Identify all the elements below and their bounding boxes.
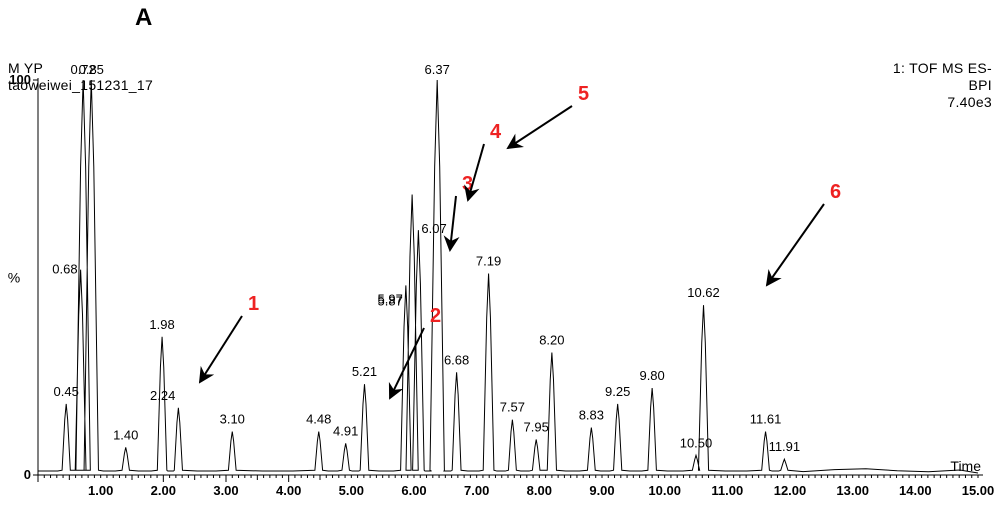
x-tick-label: 13.00 bbox=[836, 483, 869, 498]
peak-label: 1.98 bbox=[149, 317, 174, 332]
x-tick-label: 3.00 bbox=[213, 483, 238, 498]
annotation-number: 3 bbox=[462, 173, 473, 195]
annotation-number: 1 bbox=[248, 293, 259, 315]
peak-label: 1.40 bbox=[113, 427, 138, 442]
peak-label: 7.57 bbox=[500, 400, 525, 415]
peak-label: 5.97 bbox=[378, 291, 403, 306]
peak-label: 5.21 bbox=[352, 364, 377, 379]
annotation-arrow bbox=[508, 106, 572, 148]
peak-label: 9.80 bbox=[639, 368, 664, 383]
annotation-arrow bbox=[468, 144, 484, 200]
peak-label: 7.19 bbox=[476, 254, 501, 269]
chart-svg: 1.00 2.00 3.00 4.00 5.00 6.00 7.00 8.00 9.00 10.0… bbox=[0, 0, 1000, 520]
annotation-arrow bbox=[450, 196, 456, 250]
chromatogram-chart: A M YP taoweiwei_151231_17 1: TOF MS ES-… bbox=[0, 0, 1000, 520]
annotation-number: 2 bbox=[430, 305, 441, 327]
x-tick-label: 9.00 bbox=[589, 483, 614, 498]
x-tick-label: 12.00 bbox=[774, 483, 807, 498]
x-tick-label: 2.00 bbox=[151, 483, 176, 498]
peak-label: 10.50 bbox=[680, 435, 713, 450]
x-tick-label: 8.00 bbox=[527, 483, 552, 498]
peak-label: 6.68 bbox=[444, 352, 469, 367]
annotation-arrow bbox=[767, 204, 824, 285]
peak-label: 9.25 bbox=[605, 384, 630, 399]
x-axis-label: Time bbox=[950, 458, 981, 474]
peak-label: 11.61 bbox=[750, 412, 782, 427]
y-tick-label: 100 bbox=[9, 72, 31, 87]
annotation-arrow bbox=[200, 316, 242, 382]
peak-label: 0.85 bbox=[79, 62, 104, 77]
x-tick-label: 15.00 bbox=[962, 483, 995, 498]
x-tick-label: 10.00 bbox=[648, 483, 681, 498]
x-tick-label: 14.00 bbox=[899, 483, 932, 498]
peak-label: 3.10 bbox=[220, 412, 245, 427]
peak-label: 0.45 bbox=[54, 384, 79, 399]
annotation-number: 4 bbox=[490, 121, 502, 143]
y-axis-label: % bbox=[8, 270, 20, 286]
x-tick-label: 11.00 bbox=[711, 483, 743, 498]
x-tick-label: 5.00 bbox=[339, 483, 364, 498]
peak-label: 8.20 bbox=[539, 333, 564, 348]
x-tick-label: 4.00 bbox=[276, 483, 301, 498]
x-tick-label: 7.00 bbox=[464, 483, 489, 498]
y-tick-label: 0 bbox=[24, 467, 31, 482]
peak-label: 8.83 bbox=[579, 408, 604, 423]
annotation-arrow bbox=[390, 328, 424, 398]
peak-label: 6.37 bbox=[425, 62, 450, 77]
annotation-number: 5 bbox=[578, 83, 589, 105]
peak-label: 10.62 bbox=[687, 285, 720, 300]
peak-label: 7.95 bbox=[524, 419, 549, 434]
x-tick-label: 6.00 bbox=[401, 483, 426, 498]
peak-label: 0.68 bbox=[52, 262, 77, 277]
peak-label: 6.07 bbox=[421, 221, 446, 236]
peak-label: 4.48 bbox=[306, 412, 331, 427]
peak-label: 4.91 bbox=[333, 423, 358, 438]
peak-label: 11.91 bbox=[769, 439, 801, 454]
annotation-number: 6 bbox=[830, 181, 841, 203]
x-tick-label: 1.00 bbox=[88, 483, 113, 498]
peak-label: 2.24 bbox=[150, 388, 175, 403]
